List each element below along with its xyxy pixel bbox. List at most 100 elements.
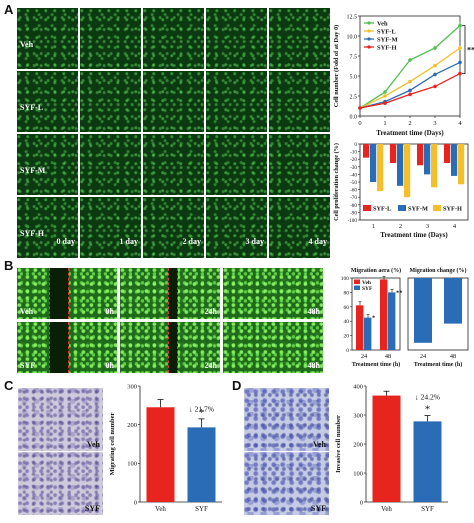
legend-swatch <box>354 285 360 290</box>
chart-title: Migration change (%) <box>410 267 467 274</box>
y-tick-label: 300 <box>127 383 137 390</box>
fluorescence-image: 2 day <box>143 197 204 258</box>
proliferation-change-bar-chart: 0 -10-20 -30-40 -50 -60-70 -80-90 -100 1 2 3 4 Trea… <box>333 142 469 239</box>
significance-marker: * <box>199 407 205 419</box>
x-tick-label: 0 <box>358 120 361 127</box>
bar <box>444 278 462 324</box>
transwell-migration-image-syf: SYF <box>18 452 103 515</box>
scratch-gap <box>49 322 69 373</box>
legend-swatch <box>398 205 406 211</box>
y-tick-label: 400 <box>353 383 363 390</box>
fluorescence-image <box>80 8 141 69</box>
image-label: SYF <box>84 504 100 513</box>
scratch-image: 24h <box>120 268 220 319</box>
y-tick-label: 2.5 <box>350 94 358 100</box>
y-tick-label: -40 <box>350 172 357 178</box>
invasive-cells-bar-chart: 0 100 200 300 400 Veh SYF ↓ 24.2% * Invasive cell… <box>335 383 448 513</box>
data-point <box>433 84 437 89</box>
bar <box>414 278 432 343</box>
x-tick-label: SYF <box>195 505 208 513</box>
data-point <box>433 72 437 77</box>
y-tick-label: 300 <box>353 412 363 419</box>
bar <box>364 317 372 350</box>
bar <box>413 421 442 502</box>
y-axis-label: Migrating cell number <box>109 412 116 475</box>
panel-letter-a: A <box>4 2 14 17</box>
y-tick-label: 100 <box>353 470 363 477</box>
y-tick-label: -30 <box>350 165 357 171</box>
group-label: Veh <box>20 307 34 316</box>
transwell-migration-image-veh: Veh <box>18 388 103 451</box>
transwell-invasion-image-veh: Veh <box>244 388 329 451</box>
group-label: SYF <box>20 361 36 370</box>
y-tick-label: 200 <box>127 422 137 429</box>
bar <box>146 407 175 502</box>
x-tick-label: 3 <box>426 223 429 230</box>
scratch-image: 48h <box>223 322 323 373</box>
cell-growth-line-chart: 0.0 2.5 5.0 7.5 10.0 12.5 0 1 2 3 4 Treatment time … <box>333 14 474 137</box>
x-axis-label: Treatment time (h) <box>352 361 400 368</box>
time-label: 0h <box>105 361 114 370</box>
significance-marker: ** <box>467 46 474 55</box>
fluorescence-image: 1 day <box>80 197 141 258</box>
time-label: 48h <box>307 307 320 316</box>
legend-label: SYF-M <box>408 206 428 213</box>
data-point <box>408 79 412 84</box>
scratch-image: 48h <box>223 268 323 319</box>
significance-marker: ** <box>396 290 403 297</box>
x-tick-label: 1 <box>383 120 386 127</box>
bar <box>404 144 411 198</box>
y-tick-label: 40 <box>344 319 350 325</box>
plot-frame <box>351 277 401 351</box>
legend-label: Veh <box>377 20 388 27</box>
bar <box>451 144 458 176</box>
significance-marker: * <box>425 404 431 416</box>
x-tick-label: 4 <box>458 120 462 127</box>
data-point <box>408 58 412 62</box>
fluorescence-image <box>206 8 267 69</box>
legend-label: SYF-M <box>377 36 398 43</box>
fluorescence-image: 3 day <box>206 197 267 258</box>
legend-marker <box>367 21 371 25</box>
scratch-gap <box>168 322 178 373</box>
legend-marker <box>367 29 371 33</box>
percent-change-annotation: ↓ 24.2% <box>415 393 440 402</box>
day-label: 3 day <box>245 237 264 246</box>
time-label: 24h <box>204 307 217 316</box>
y-tick-label: 20 <box>344 334 350 340</box>
bar <box>377 144 384 192</box>
transwell-invasion-image-syf: SYF <box>244 452 329 515</box>
data-point <box>383 90 387 94</box>
x-tick-label: 2 <box>408 120 411 127</box>
data-point <box>358 106 362 110</box>
y-tick-label: 0 <box>360 499 363 506</box>
y-tick-label: -10 <box>350 150 357 156</box>
scratch-image: Veh 0h <box>17 268 117 319</box>
fluorescence-image <box>206 134 267 195</box>
data-point <box>458 23 462 28</box>
scratch-gap <box>168 268 178 319</box>
time-label: 0h <box>105 307 114 316</box>
legend-label: SYF-L <box>377 28 396 35</box>
group-label: SYF-M <box>20 166 46 175</box>
y-tick-label: -70 <box>350 195 357 201</box>
y-tick-label: 10.0 <box>347 34 358 40</box>
bar <box>370 144 377 182</box>
day-label: 0 day <box>56 237 75 246</box>
fluorescence-image <box>206 71 267 132</box>
fluorescence-image: SYF-M <box>17 134 78 195</box>
x-tick-label: 24 <box>361 353 368 360</box>
y-tick-label: -100 <box>347 218 357 224</box>
bar <box>444 144 451 163</box>
legend-swatch <box>433 205 441 211</box>
data-point <box>383 101 387 105</box>
y-tick-label: 0 <box>354 142 357 148</box>
x-axis-label: Treatment time (Days) <box>380 231 448 239</box>
fluorescence-image <box>269 71 330 132</box>
legend-marker <box>367 37 371 41</box>
fluorescence-image: SYF-H 0 day <box>17 197 78 258</box>
y-tick-label: -80 <box>350 203 357 209</box>
day-label: 1 day <box>119 237 138 246</box>
day-label: 4 day <box>308 237 327 246</box>
bar <box>431 144 438 188</box>
